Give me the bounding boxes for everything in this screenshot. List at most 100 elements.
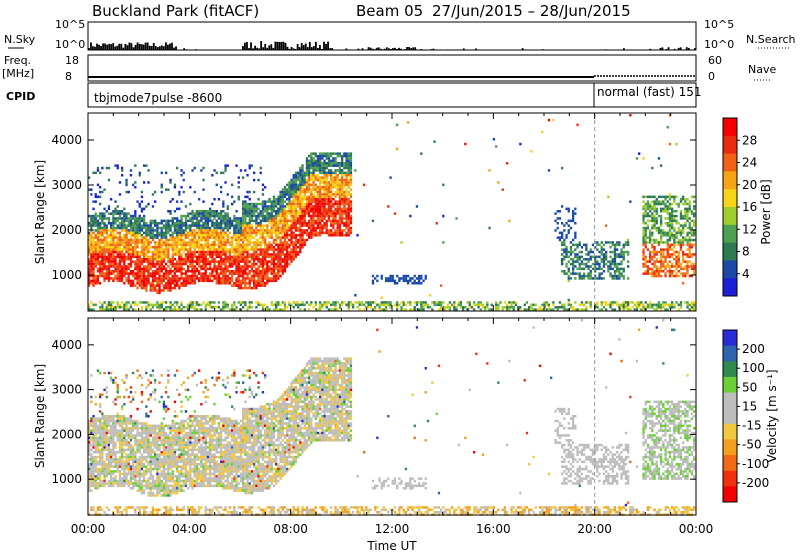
power-cell: [140, 282, 144, 285]
power-cell: [266, 272, 269, 275]
power-cell: [308, 159, 311, 163]
nsky-bar: [286, 46, 289, 50]
power-cell: [655, 270, 658, 273]
power-cell: [125, 248, 128, 251]
power-cell: [660, 241, 663, 244]
power-cell: [402, 277, 405, 280]
power-cell: [114, 164, 117, 167]
power-cell: [169, 212, 172, 215]
power-cell: [290, 241, 293, 244]
nsky-bar: [250, 42, 252, 50]
power-cell: [437, 301, 441, 304]
power-cell: [110, 243, 113, 247]
power-cell: [182, 214, 185, 218]
power-cell: [90, 282, 93, 285]
power-cell: [237, 234, 240, 237]
power-cell: [321, 176, 324, 179]
power-cell: [217, 306, 221, 309]
power-cell: [248, 210, 251, 213]
power-cell: [217, 255, 221, 259]
power-cell: [264, 284, 267, 287]
power-cell: [495, 308, 498, 311]
power-cell: [136, 236, 139, 239]
power-cell: [332, 171, 335, 175]
power-cell: [325, 190, 328, 194]
power-cell: [627, 301, 630, 304]
power-cell: [224, 246, 227, 249]
power-cell: [107, 260, 111, 263]
power-cell: [235, 234, 238, 237]
power-cell: [358, 308, 361, 311]
power-cell: [301, 176, 304, 179]
power-cell: [107, 258, 111, 261]
power-cell: [132, 279, 135, 283]
power-cell: [246, 212, 249, 215]
power-cell: [319, 178, 322, 182]
power-cell: [134, 262, 137, 266]
power-cell: [323, 224, 326, 227]
power-cell: [151, 260, 155, 263]
power-cell: [138, 284, 141, 287]
power-cell: [660, 238, 663, 242]
nsky-bar: [258, 48, 261, 50]
power-cell: [649, 258, 652, 261]
power-cell: [129, 250, 133, 254]
power-cell: [303, 231, 306, 235]
power-cell: [609, 262, 612, 266]
power-cell: [561, 248, 564, 251]
power-cell: [613, 301, 617, 304]
power-cell: [666, 265, 669, 268]
power-cell: [666, 262, 669, 266]
power-cell: [327, 183, 331, 187]
power-cell: [600, 260, 603, 263]
power-cell: [569, 277, 573, 280]
power-cell: [345, 164, 348, 167]
power-cell: [253, 214, 256, 218]
power-cell: [202, 246, 205, 249]
power-cell: [567, 255, 570, 259]
power-cell: [486, 303, 489, 307]
power-cell: [279, 212, 282, 215]
power-cell: [323, 217, 326, 220]
power-cell: [255, 224, 258, 227]
power-cell: [325, 212, 328, 215]
power-cell: [149, 219, 152, 223]
power-cell: [123, 270, 126, 273]
power-cell: [248, 222, 251, 225]
nsky-bar: [142, 44, 145, 50]
power-cell: [215, 183, 218, 187]
power-cell: [217, 231, 221, 235]
power-cell: [107, 217, 111, 220]
power-cell: [176, 284, 179, 287]
power-cell: [279, 193, 282, 196]
power-cell: [323, 166, 326, 170]
power-cell: [118, 212, 122, 215]
power-cell: [343, 200, 346, 203]
power-cell: [671, 255, 674, 259]
power-cell: [138, 258, 141, 261]
power-cell: [94, 262, 97, 266]
power-cell: [299, 195, 302, 199]
nsky-bar: [462, 48, 465, 50]
power-cell: [184, 260, 188, 263]
power-cell: [149, 272, 152, 275]
power-cell: [345, 210, 348, 213]
power-cell: [206, 248, 210, 251]
power-cell: [231, 195, 234, 199]
power-cell: [92, 258, 95, 261]
power-cell: [598, 277, 601, 280]
power-cell: [290, 236, 293, 239]
power-cell: [301, 241, 304, 244]
power-cell: [341, 190, 344, 194]
power-cell: [107, 262, 111, 266]
power-cell: [314, 226, 317, 230]
power-cell: [275, 214, 278, 218]
power-cell: [226, 229, 229, 232]
power-cell: [226, 222, 229, 225]
power-cell: [222, 217, 225, 220]
power-cell: [90, 301, 93, 304]
power-cell: [118, 260, 122, 263]
power-cell: [308, 236, 311, 239]
power-cell: [578, 262, 581, 266]
power-cell: [110, 303, 113, 307]
